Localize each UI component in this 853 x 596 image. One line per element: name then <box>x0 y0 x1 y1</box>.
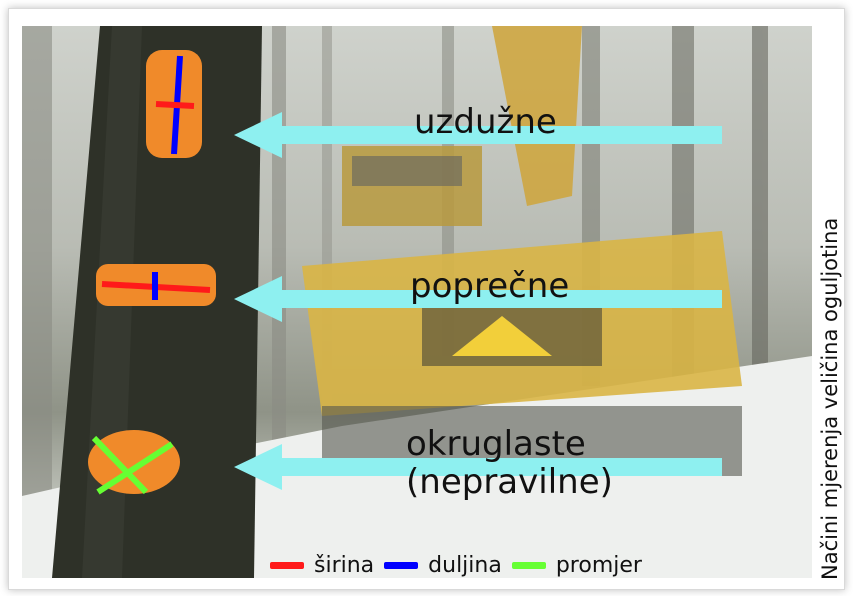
legend: širina duljina promjer <box>270 553 642 578</box>
label-poprecne: poprečne <box>410 266 570 306</box>
side-title: Načini mjerenja veličina oguljotina <box>818 218 842 580</box>
wound-round <box>88 430 180 495</box>
legend-swatch-length <box>384 562 419 569</box>
label-nepravilne: (nepravilne) <box>406 462 613 502</box>
arrow-uzduzne <box>234 112 722 158</box>
arrow-poprecne <box>234 276 722 322</box>
legend-swatch-diameter <box>511 562 546 569</box>
arrow-okruglaste <box>234 444 722 490</box>
legend-label-width: širina <box>314 553 375 578</box>
legend-swatch-width <box>270 562 304 569</box>
wound-longitudinal <box>146 50 202 158</box>
legend-label-diameter: promjer <box>555 553 642 578</box>
wound-transverse <box>96 264 216 306</box>
forest-photo: uzdužne poprečne okruglaste (nepravilne) <box>22 26 812 578</box>
label-uzduzne: uzdužne <box>414 102 557 142</box>
label-okruglaste: okruglaste <box>406 424 586 464</box>
photo-scene <box>22 26 812 578</box>
legend-label-length: duljina <box>428 553 502 578</box>
